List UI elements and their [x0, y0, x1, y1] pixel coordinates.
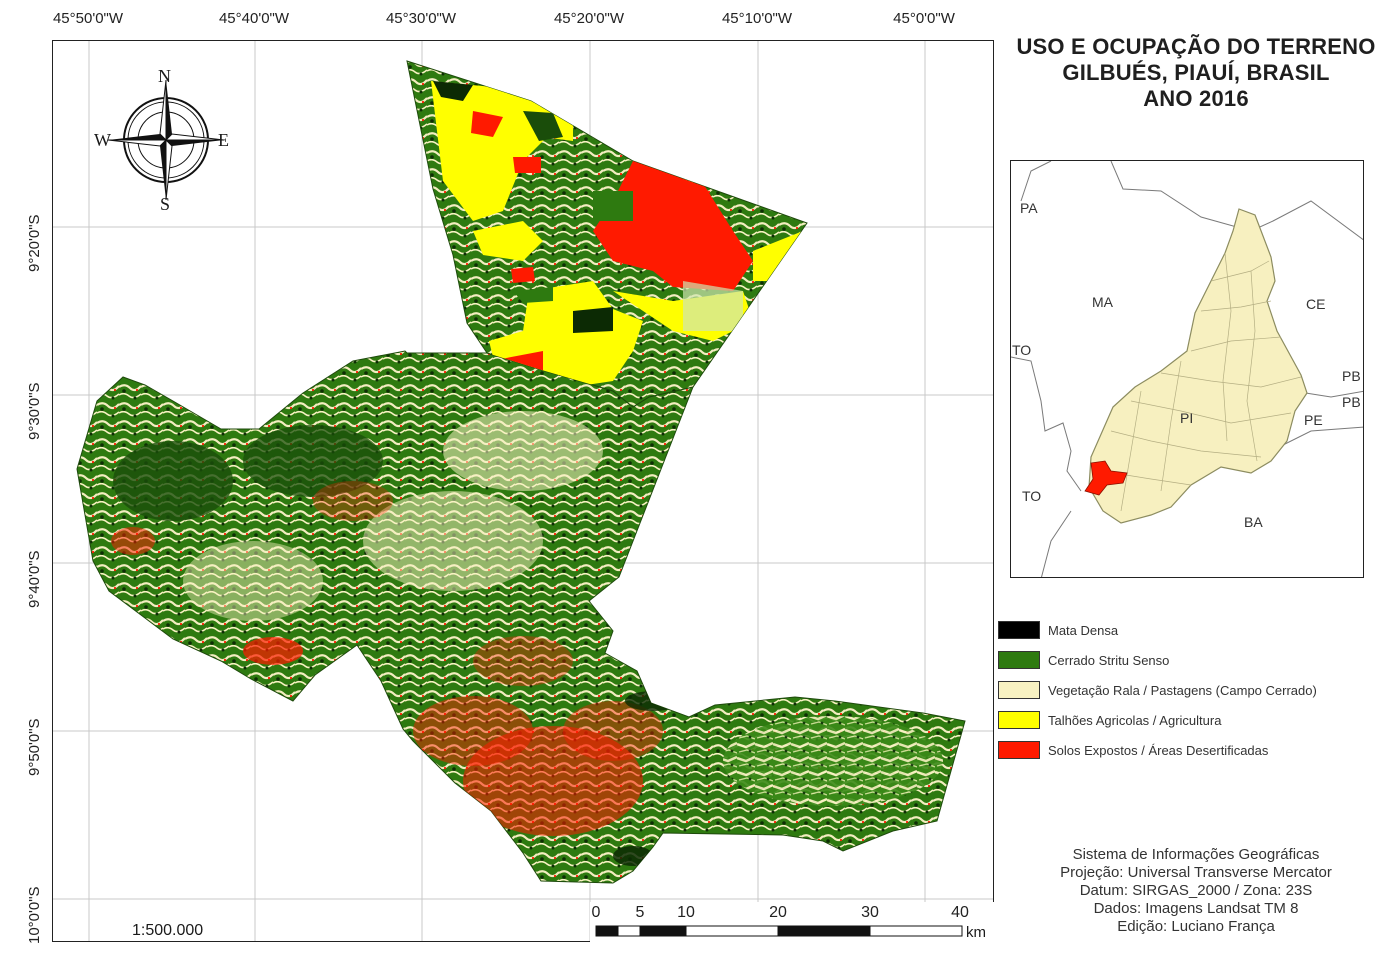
compass-north-label: N: [158, 66, 171, 86]
compass-south-label: S: [160, 194, 171, 214]
longitude-label: 45°0'0"W: [893, 10, 955, 27]
longitude-label: 45°30'0"W: [385, 10, 457, 27]
legend-item-solos-expostos: Solos Expostos / Áreas Desertificadas: [998, 740, 1268, 760]
scale-tick-40: 40: [951, 904, 969, 921]
inset-label-pi: PI: [1180, 410, 1194, 426]
compass-west-label: W: [94, 130, 111, 150]
legend-label: Solos Expostos / Áreas Desertificadas: [1048, 742, 1269, 758]
inset-label-ce: CE: [1306, 296, 1326, 312]
longitude-label: 45°40'0"W: [218, 10, 290, 27]
credits-line3: Datum: SIRGAS_2000 / Zona: 23S: [1079, 882, 1313, 899]
legend-swatch: [998, 651, 1040, 669]
land-use-map: [53, 41, 993, 941]
scale-tick-30: 30: [861, 904, 879, 921]
legend-label: Vegetação Rala / Pastagens (Campo Cerrad…: [1048, 682, 1317, 698]
inset-label-pb-1: PB: [1342, 368, 1361, 384]
inset-label-to-top: TO: [1012, 342, 1032, 358]
scale-ratio: 1:500.000: [132, 922, 204, 939]
longitude-label: 45°20'0"W: [553, 10, 625, 27]
legend-item-cerrado: Cerrado Stritu Senso: [998, 650, 1169, 670]
inset-label-pa: PA: [1020, 200, 1038, 216]
map-title-line2: GILBUÉS, PIAUÍ, BRASIL: [1062, 60, 1330, 85]
legend-swatch: [998, 681, 1040, 699]
latitude-label: 9°30'0"S: [26, 382, 43, 440]
legend-item-vegetacao-rala: Vegetação Rala / Pastagens (Campo Cerrad…: [998, 680, 1317, 700]
legend-label: Mata Densa: [1048, 622, 1119, 638]
main-map[interactable]: [52, 40, 994, 942]
compass-east-label: E: [218, 130, 229, 150]
credits-line1: Sistema de Informações Geográficas: [1072, 846, 1320, 863]
municipality-south: [76, 350, 966, 884]
scale-bar: [590, 902, 996, 942]
legend-item-mata-densa: Mata Densa: [998, 620, 1118, 640]
latitude-label: 9°40'0"S: [26, 550, 43, 608]
compass-rose-icon: [96, 66, 240, 216]
scale-tick-10: 10: [677, 904, 695, 921]
latitude-label: 9°50'0"S: [26, 718, 43, 776]
legend-swatch: [998, 741, 1040, 759]
map-title-line1: USO E OCUPAÇÃO DO TERRENO: [1016, 34, 1376, 59]
scale-tick-0: 0: [591, 904, 601, 921]
inset-label-ba: BA: [1244, 514, 1263, 530]
latitude-label: 9°20'0"S: [26, 214, 43, 272]
inset-label-to-bottom: TO: [1022, 488, 1042, 504]
latitude-label: 10°0'0"S: [26, 886, 43, 944]
longitude-label: 45°10'0"W: [721, 10, 793, 27]
credits-line2: Projeção: Universal Transverse Mercator: [1060, 864, 1332, 881]
scale-tick-20: 20: [769, 904, 787, 921]
legend-swatch: [998, 711, 1040, 729]
scale-tick-5: 5: [635, 904, 645, 921]
municipality-north: [406, 60, 808, 408]
scale-unit: km: [966, 924, 986, 941]
legend-label: Talhões Agricolas / Agricultura: [1048, 712, 1222, 728]
gilbues-highlight: [1084, 460, 1128, 496]
legend-label: Cerrado Stritu Senso: [1048, 652, 1170, 668]
inset-label-pe: PE: [1304, 412, 1323, 428]
longitude-label: 45°50'0"W: [52, 10, 124, 27]
credits-line5: Edição: Luciano França: [1117, 918, 1275, 935]
legend-item-talhoes: Talhões Agricolas / Agricultura: [998, 710, 1221, 730]
credits-line4: Dados: Imagens Landsat TM 8: [1093, 900, 1299, 917]
inset-label-ma: MA: [1092, 294, 1113, 310]
map-title-line3: ANO 2016: [1143, 86, 1249, 111]
inset-label-pb-2: PB: [1342, 394, 1361, 410]
inset-locator-map[interactable]: [1010, 160, 1364, 578]
legend-swatch: [998, 621, 1040, 639]
inset-map-graphic: [1011, 161, 1363, 577]
